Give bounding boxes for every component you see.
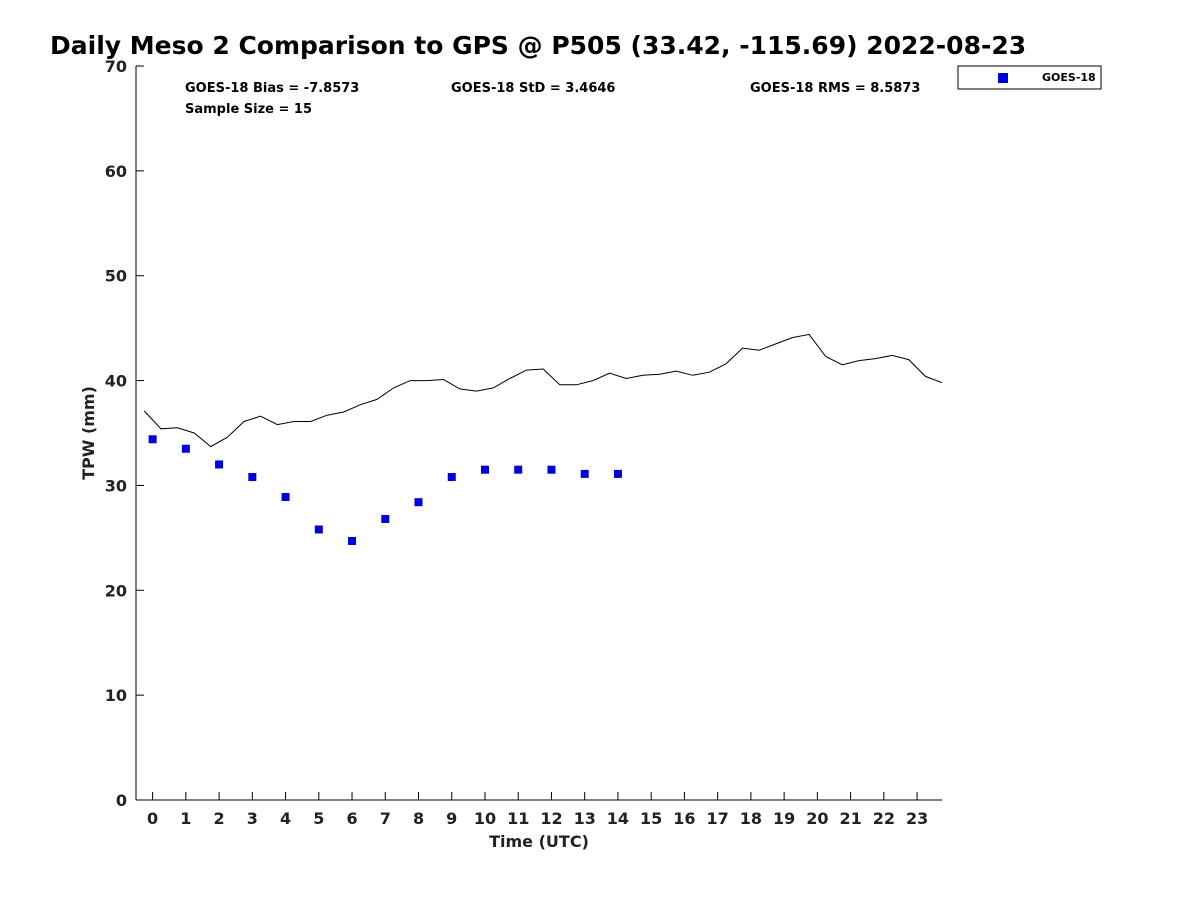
x-axis-label: Time (UTC) bbox=[489, 832, 589, 851]
goes-18-point bbox=[613, 469, 622, 478]
goes-18-point bbox=[547, 465, 556, 474]
std-annotation: GOES-18 StD = 3.4646 bbox=[451, 81, 615, 96]
legend-box bbox=[957, 65, 1102, 90]
x-tick-label: 12 bbox=[540, 809, 562, 828]
x-tick-label: 21 bbox=[839, 809, 861, 828]
x-tick-label: 0 bbox=[147, 809, 158, 828]
plot-frame bbox=[135, 66, 942, 801]
goes-18-point bbox=[514, 465, 523, 474]
x-tick-label: 16 bbox=[673, 809, 695, 828]
goes-18-point bbox=[381, 514, 390, 523]
y-tick-label: 0 bbox=[116, 791, 127, 810]
x-tick-label: 10 bbox=[474, 809, 496, 828]
goes-18-point bbox=[215, 460, 224, 469]
x-tick-label: 17 bbox=[707, 809, 729, 828]
chart-title: Daily Meso 2 Comparison to GPS @ P505 (3… bbox=[50, 31, 1026, 60]
y-tick-label: 50 bbox=[105, 267, 127, 286]
x-tick-label: 2 bbox=[214, 809, 225, 828]
x-tick-label: 7 bbox=[380, 809, 391, 828]
goes-18-point bbox=[148, 435, 157, 444]
legend-marker-goes-18 bbox=[998, 73, 1008, 83]
goes-18-point bbox=[580, 469, 589, 478]
series-layer bbox=[143, 333, 943, 546]
x-tick-label: 11 bbox=[507, 809, 529, 828]
x-tick-label: 22 bbox=[873, 809, 895, 828]
goes-18-point bbox=[348, 537, 357, 546]
y-tick-label: 70 bbox=[105, 57, 127, 76]
x-tick-label: 1 bbox=[180, 809, 191, 828]
y-axis-ticks: 0 10 20 30 40 50 60 70 bbox=[105, 57, 144, 810]
x-tick-label: 4 bbox=[280, 809, 291, 828]
x-tick-label: 13 bbox=[574, 809, 596, 828]
x-axis-ticks: 0 1 2 3 4 5 6 7 8 9 10 11 12 13 14 15 16 17 18 19 20 21 22 23 bbox=[147, 792, 928, 828]
y-tick-label: 60 bbox=[105, 162, 127, 181]
rms-annotation: GOES-18 RMS = 8.5873 bbox=[750, 81, 920, 96]
x-tick-label: 9 bbox=[446, 809, 457, 828]
x-tick-label: 3 bbox=[247, 809, 258, 828]
x-tick-label: 23 bbox=[906, 809, 928, 828]
x-tick-label: 20 bbox=[806, 809, 828, 828]
x-tick-label: 19 bbox=[773, 809, 795, 828]
goes-18-point bbox=[480, 465, 489, 474]
x-tick-label: 15 bbox=[640, 809, 662, 828]
y-tick-label: 10 bbox=[105, 686, 127, 705]
gps-tpw-line bbox=[143, 333, 943, 448]
x-tick-label: 8 bbox=[413, 809, 424, 828]
goes-18-point bbox=[181, 444, 190, 453]
y-tick-label: 20 bbox=[105, 581, 127, 600]
goes-18-point bbox=[314, 525, 323, 534]
x-tick-label: 6 bbox=[346, 809, 357, 828]
legend-label-goes-18: GOES-18 bbox=[1042, 71, 1096, 84]
y-tick-label: 30 bbox=[105, 476, 127, 495]
x-tick-label: 5 bbox=[313, 809, 324, 828]
y-axis-label: TPW (mm) bbox=[79, 386, 98, 480]
legend: GOES-18 bbox=[957, 65, 1102, 90]
goes-18-point bbox=[281, 492, 290, 501]
x-tick-label: 14 bbox=[607, 809, 629, 828]
goes-18-point bbox=[248, 473, 257, 482]
statistics-annotations: GOES-18 Bias = -7.8573 GOES-18 StD = 3.4… bbox=[185, 81, 920, 117]
x-tick-label: 18 bbox=[740, 809, 762, 828]
sample-size-annotation: Sample Size = 15 bbox=[185, 102, 312, 117]
y-tick-label: 40 bbox=[105, 372, 127, 391]
bias-annotation: GOES-18 Bias = -7.8573 bbox=[185, 81, 359, 96]
goes-18-point bbox=[447, 473, 456, 482]
goes-18-point bbox=[414, 498, 423, 507]
